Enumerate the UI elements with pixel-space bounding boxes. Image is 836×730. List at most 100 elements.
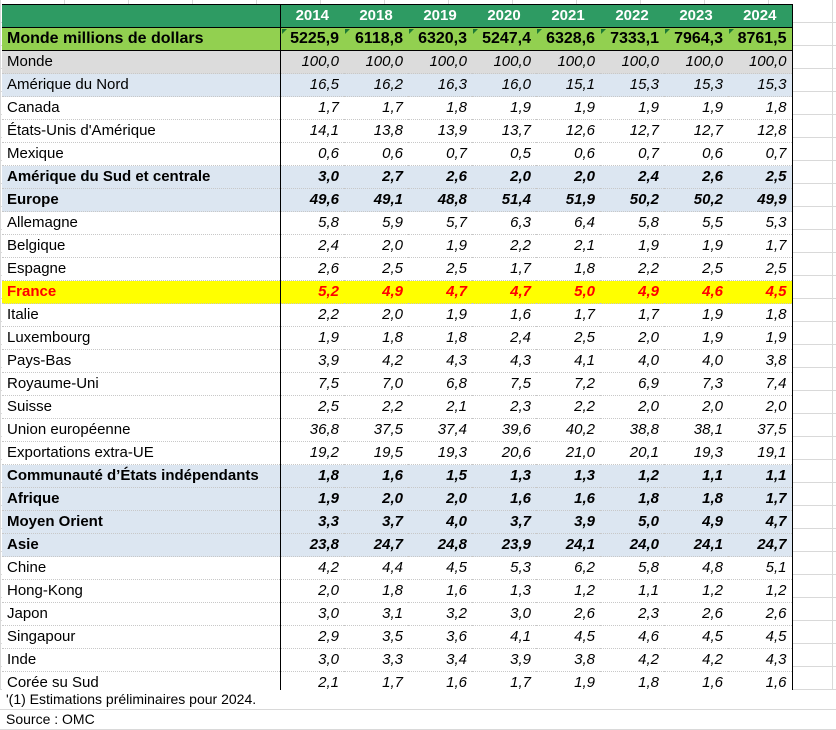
value-cell[interactable]: 2,6 — [536, 602, 600, 626]
value-cell[interactable]: 0,6 — [344, 142, 408, 166]
value-cell[interactable]: 1,9 — [664, 234, 728, 258]
row-label-cell[interactable]: Espagne — [2, 257, 281, 281]
value-cell[interactable]: 1,6 — [408, 579, 472, 603]
value-cell[interactable]: 5,8 — [280, 211, 344, 235]
value-cell[interactable]: 1,3 — [472, 464, 536, 488]
value-cell[interactable]: 100,0 — [536, 50, 600, 74]
value-cell[interactable]: 1,6 — [408, 671, 472, 695]
value-cell[interactable]: 3,0 — [280, 602, 344, 626]
value-cell[interactable]: 100,0 — [664, 50, 728, 74]
year-header-cell[interactable]: 2020 — [472, 4, 536, 28]
total-value-cell[interactable]: 6320,3 — [408, 27, 472, 51]
value-cell[interactable]: 1,8 — [728, 303, 793, 327]
value-cell[interactable]: 3,2 — [408, 602, 472, 626]
value-cell[interactable]: 49,6 — [280, 188, 344, 212]
value-cell[interactable]: 5,5 — [664, 211, 728, 235]
row-label-cell[interactable]: Singapour — [2, 625, 281, 649]
value-cell[interactable]: 1,8 — [408, 326, 472, 350]
row-label-cell[interactable]: Communauté d’États indépendants — [2, 464, 281, 488]
value-cell[interactable]: 3,0 — [280, 648, 344, 672]
value-cell[interactable]: 100,0 — [728, 50, 793, 74]
value-cell[interactable]: 4,5 — [728, 625, 793, 649]
row-label-cell[interactable]: Canada — [2, 96, 281, 120]
value-cell[interactable]: 2,0 — [536, 165, 600, 189]
value-cell[interactable]: 3,3 — [280, 510, 344, 534]
value-cell[interactable]: 2,2 — [472, 234, 536, 258]
value-cell[interactable]: 4,3 — [728, 648, 793, 672]
total-value-cell[interactable]: 5247,4 — [472, 27, 536, 51]
value-cell[interactable]: 2,5 — [536, 326, 600, 350]
value-cell[interactable]: 3,8 — [536, 648, 600, 672]
value-cell[interactable]: 1,9 — [728, 326, 793, 350]
value-cell[interactable]: 3,9 — [536, 510, 600, 534]
value-cell[interactable]: 4,7 — [472, 280, 536, 304]
value-cell[interactable]: 100,0 — [472, 50, 536, 74]
year-header-cell[interactable]: 2023 — [664, 4, 728, 28]
value-cell[interactable]: 3,4 — [408, 648, 472, 672]
value-cell[interactable]: 2,5 — [728, 165, 793, 189]
value-cell[interactable]: 2,2 — [536, 395, 600, 419]
value-cell[interactable]: 4,9 — [664, 510, 728, 534]
total-label-cell[interactable]: Monde millions de dollars — [2, 27, 281, 51]
value-cell[interactable]: 0,6 — [536, 142, 600, 166]
value-cell[interactable]: 1,6 — [344, 464, 408, 488]
value-cell[interactable]: 1,9 — [664, 96, 728, 120]
value-cell[interactable]: 1,3 — [472, 579, 536, 603]
value-cell[interactable]: 3,0 — [280, 165, 344, 189]
value-cell[interactable]: 4,6 — [600, 625, 664, 649]
value-cell[interactable]: 1,2 — [536, 579, 600, 603]
value-cell[interactable]: 2,2 — [600, 257, 664, 281]
row-label-cell[interactable]: Chine — [2, 556, 281, 580]
value-cell[interactable]: 1,6 — [664, 671, 728, 695]
value-cell[interactable]: 7,4 — [728, 372, 793, 396]
value-cell[interactable]: 4,3 — [472, 349, 536, 373]
value-cell[interactable]: 1,3 — [536, 464, 600, 488]
value-cell[interactable]: 1,2 — [728, 579, 793, 603]
value-cell[interactable]: 100,0 — [600, 50, 664, 74]
value-cell[interactable]: 5,3 — [472, 556, 536, 580]
value-cell[interactable]: 20,6 — [472, 441, 536, 465]
value-cell[interactable]: 24,7 — [728, 533, 793, 557]
value-cell[interactable]: 2,6 — [664, 602, 728, 626]
value-cell[interactable]: 5,2 — [280, 280, 344, 304]
row-label-cell[interactable]: Pays-Bas — [2, 349, 281, 373]
value-cell[interactable]: 1,7 — [536, 303, 600, 327]
value-cell[interactable]: 13,8 — [344, 119, 408, 143]
value-cell[interactable]: 1,9 — [600, 96, 664, 120]
value-cell[interactable]: 4,5 — [728, 280, 793, 304]
value-cell[interactable]: 7,5 — [472, 372, 536, 396]
value-cell[interactable]: 3,6 — [408, 625, 472, 649]
value-cell[interactable]: 3,0 — [472, 602, 536, 626]
value-cell[interactable]: 38,1 — [664, 418, 728, 442]
value-cell[interactable]: 2,0 — [472, 165, 536, 189]
row-label-cell[interactable]: Inde — [2, 648, 281, 672]
value-cell[interactable]: 20,1 — [600, 441, 664, 465]
value-cell[interactable]: 3,1 — [344, 602, 408, 626]
value-cell[interactable]: 5,0 — [536, 280, 600, 304]
row-label-cell[interactable]: Allemagne — [2, 211, 281, 235]
row-label-cell[interactable]: Mexique — [2, 142, 281, 166]
value-cell[interactable]: 4,5 — [536, 625, 600, 649]
value-cell[interactable]: 1,2 — [664, 579, 728, 603]
value-cell[interactable]: 1,9 — [536, 671, 600, 695]
value-cell[interactable]: 51,9 — [536, 188, 600, 212]
value-cell[interactable]: 6,4 — [536, 211, 600, 235]
value-cell[interactable]: 1,2 — [600, 464, 664, 488]
value-cell[interactable]: 1,8 — [408, 96, 472, 120]
value-cell[interactable]: 49,9 — [728, 188, 793, 212]
value-cell[interactable]: 1,9 — [408, 303, 472, 327]
value-cell[interactable]: 40,2 — [536, 418, 600, 442]
year-header-cell[interactable]: 2021 — [536, 4, 600, 28]
value-cell[interactable]: 3,9 — [472, 648, 536, 672]
value-cell[interactable]: 1,9 — [664, 326, 728, 350]
value-cell[interactable]: 6,3 — [472, 211, 536, 235]
value-cell[interactable]: 4,2 — [664, 648, 728, 672]
value-cell[interactable]: 2,0 — [280, 579, 344, 603]
total-value-cell[interactable]: 5225,9 — [280, 27, 344, 51]
value-cell[interactable]: 16,0 — [472, 73, 536, 97]
value-cell[interactable]: 0,6 — [280, 142, 344, 166]
value-cell[interactable]: 15,3 — [728, 73, 793, 97]
value-cell[interactable]: 15,3 — [664, 73, 728, 97]
row-label-cell[interactable]: États-Unis d'Amérique — [2, 119, 281, 143]
value-cell[interactable]: 16,5 — [280, 73, 344, 97]
